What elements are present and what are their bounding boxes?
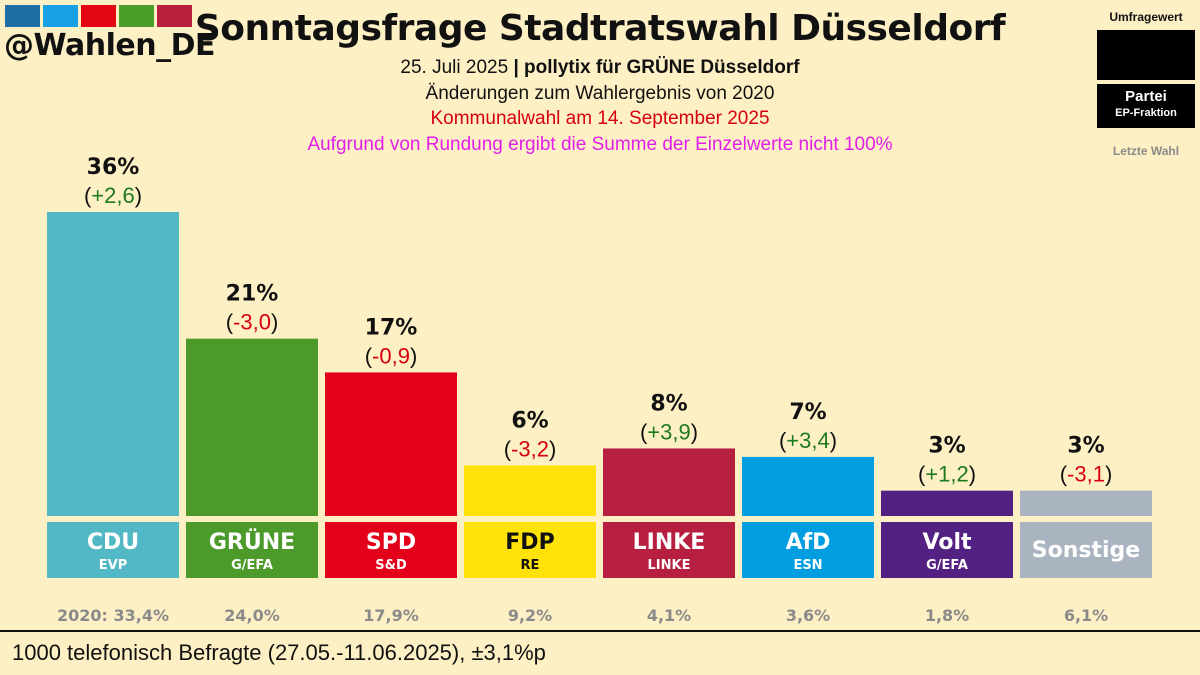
- logo-strip: [5, 5, 192, 27]
- bar-value-label: 36%: [87, 155, 140, 180]
- party-name: Volt: [923, 530, 972, 555]
- legend-party-label: Partei: [1125, 88, 1167, 105]
- party-name: GRÜNE: [209, 529, 295, 555]
- party-name: CDU: [87, 530, 139, 555]
- footer-divider: [0, 630, 1200, 632]
- party-label-box: [464, 522, 596, 578]
- bar-value-label: 6%: [511, 408, 548, 433]
- bar-change-label: (-3,0): [226, 310, 279, 335]
- party-label-box: [742, 522, 874, 578]
- bar-value-label: 3%: [1067, 434, 1104, 459]
- party-label-box: [325, 522, 457, 578]
- previous-result: 2020: 33,4%: [57, 606, 169, 625]
- logo-block: [5, 5, 40, 27]
- bar-change-label: (-3,1): [1060, 462, 1113, 487]
- footer-note: 1000 telefonisch Befragte (27.05.-11.06.…: [12, 640, 546, 665]
- bar-value-label: 8%: [650, 391, 687, 416]
- page-title: Sonntagsfrage Stadtratswahl Düsseldorf: [194, 8, 1006, 49]
- bar-change-label: (-0,9): [365, 343, 418, 368]
- party-label-box: [47, 522, 179, 578]
- bar: [325, 372, 457, 516]
- party-name: Sonstige: [1032, 538, 1140, 563]
- bar: [464, 465, 596, 516]
- bar: [1020, 490, 1152, 516]
- pollster: pollytix für GRÜNE Düsseldorf: [524, 57, 800, 78]
- subtitle: Änderungen zum Wahlergebnis von 2020: [425, 83, 775, 104]
- bar-value-label: 17%: [365, 315, 418, 340]
- bar-value-label: 21%: [226, 282, 279, 307]
- bar-value-label: 3%: [928, 434, 965, 459]
- previous-result: 6,1%: [1064, 606, 1108, 625]
- logo-block: [119, 5, 154, 27]
- party-group: RE: [521, 558, 540, 573]
- bar: [47, 212, 179, 516]
- bar-change-label: (-3,2): [504, 436, 557, 461]
- bar-change-label: (+2,6): [84, 183, 142, 208]
- previous-result: 24,0%: [224, 606, 280, 625]
- party-group: G/EFA: [926, 558, 968, 573]
- previous-result: 4,1%: [647, 606, 691, 625]
- bar: [603, 448, 735, 516]
- poll-date: 25. Juli 2025: [400, 57, 509, 78]
- bar-change-label: (+3,9): [640, 419, 698, 444]
- logo-block: [157, 5, 192, 27]
- bar-change-label: (+3,4): [779, 428, 837, 453]
- party-group: EVP: [99, 558, 127, 573]
- poll-separator: |: [513, 57, 519, 78]
- legend-group-label: EP-Fraktion: [1115, 107, 1177, 119]
- party-name: LINKE: [633, 530, 706, 555]
- party-group: LINKE: [648, 558, 691, 573]
- legend-party-box: Partei EP-Fraktion: [1097, 84, 1195, 128]
- logo-block: [43, 5, 78, 27]
- legend-value-label: Umfragewert: [1109, 10, 1183, 24]
- party-group: ESN: [793, 558, 822, 573]
- previous-result: 3,6%: [786, 606, 830, 625]
- party-label-box: [603, 522, 735, 578]
- party-name: SPD: [366, 530, 416, 555]
- logo-block: [81, 5, 116, 27]
- bar-value-label: 7%: [789, 400, 826, 425]
- bar: [186, 338, 318, 516]
- legend-last-label: Letzte Wahl: [1112, 144, 1180, 158]
- handle: @Wahlen_DE: [4, 28, 216, 63]
- rounding-note: Aufgrund von Rundung ergibt die Summe de…: [307, 134, 893, 155]
- bar-change-label: (+1,2): [918, 462, 976, 487]
- legend-value-swatch: [1097, 30, 1195, 80]
- previous-result: 1,8%: [925, 606, 969, 625]
- party-label-box: [1020, 522, 1152, 578]
- previous-result: 17,9%: [363, 606, 419, 625]
- bar: [881, 490, 1013, 516]
- party-group: S&D: [375, 558, 407, 573]
- party-name: FDP: [505, 530, 554, 555]
- party-label-box: [186, 522, 318, 578]
- party-label-box: [881, 522, 1013, 578]
- previous-result: 9,2%: [508, 606, 552, 625]
- bar: [742, 456, 874, 516]
- election-note: Kommunalwahl am 14. September 2025: [430, 108, 770, 129]
- party-name: AfD: [786, 530, 831, 555]
- party-group: G/EFA: [231, 558, 273, 573]
- poll-info: 25. Juli 2025 | pollytix für GRÜNE Düsse…: [0, 57, 1200, 79]
